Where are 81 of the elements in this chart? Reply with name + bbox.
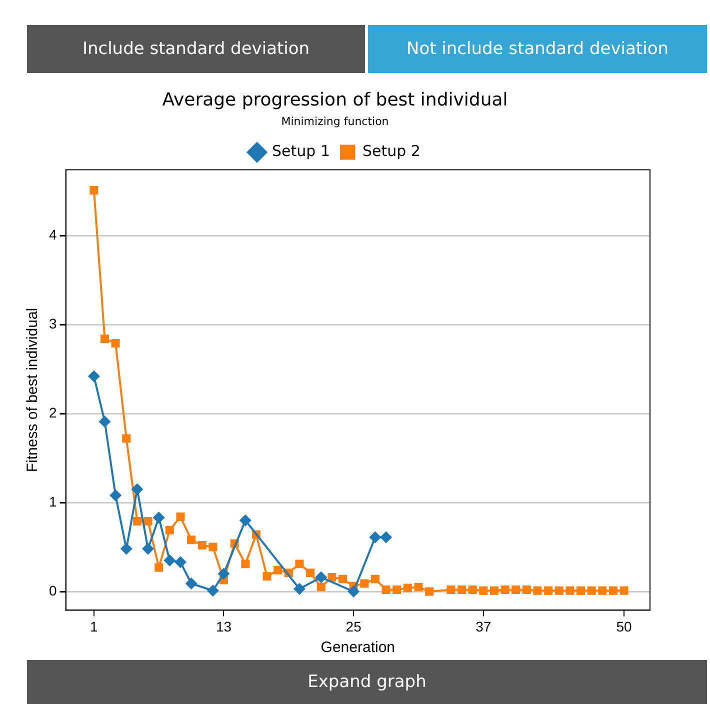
point bbox=[392, 585, 402, 594]
point bbox=[274, 566, 282, 574]
y-tick-label: 2 bbox=[48, 404, 57, 420]
point bbox=[187, 536, 196, 544]
chart-title: Average progression of best individual bbox=[162, 89, 508, 110]
point bbox=[425, 587, 434, 596]
point bbox=[111, 339, 120, 348]
point bbox=[522, 585, 531, 594]
point bbox=[468, 585, 477, 594]
point bbox=[262, 572, 272, 581]
point bbox=[98, 416, 111, 428]
point bbox=[479, 586, 488, 595]
point bbox=[414, 582, 423, 592]
point bbox=[176, 512, 185, 522]
point bbox=[100, 334, 109, 344]
point bbox=[164, 554, 176, 566]
legend-label: Setup 1 bbox=[272, 142, 330, 160]
point bbox=[88, 370, 100, 382]
point bbox=[576, 586, 586, 595]
point bbox=[206, 584, 219, 597]
point bbox=[348, 586, 360, 598]
point bbox=[328, 573, 336, 582]
y-tick-label: 3 bbox=[48, 315, 57, 332]
point bbox=[241, 560, 250, 568]
point bbox=[446, 585, 456, 594]
point bbox=[566, 586, 574, 595]
point bbox=[500, 585, 510, 594]
point bbox=[152, 512, 165, 524]
point bbox=[403, 584, 412, 592]
point bbox=[544, 586, 553, 595]
point bbox=[295, 560, 304, 568]
point bbox=[144, 516, 152, 526]
point bbox=[120, 542, 132, 555]
point bbox=[293, 582, 306, 595]
point bbox=[110, 489, 122, 502]
text: Include standard deviation bbox=[27, 25, 365, 73]
point bbox=[208, 542, 218, 552]
point bbox=[198, 541, 206, 550]
y-tick-label: 0 bbox=[48, 582, 57, 598]
x-tick-label: 13 bbox=[216, 618, 232, 634]
y-tick-label: 4 bbox=[48, 226, 57, 242]
point bbox=[458, 585, 466, 594]
point bbox=[382, 585, 390, 594]
point bbox=[306, 568, 315, 578]
point bbox=[239, 514, 252, 526]
point bbox=[132, 516, 142, 526]
x-tick-label: 1 bbox=[90, 618, 98, 634]
point bbox=[174, 556, 186, 568]
text: Not include standard deviation bbox=[368, 25, 707, 73]
point bbox=[533, 586, 542, 595]
point bbox=[369, 531, 382, 544]
point bbox=[165, 526, 174, 534]
chart-subtitle: Minimizing function bbox=[281, 115, 389, 128]
point bbox=[154, 563, 164, 572]
point bbox=[315, 571, 328, 584]
y-axis-title: Fitness of best individual bbox=[24, 308, 42, 472]
point bbox=[142, 542, 154, 555]
x-tick-label: 50 bbox=[616, 618, 632, 634]
x-axis-title: Generation bbox=[320, 639, 395, 656]
point bbox=[598, 586, 607, 595]
legend-label: Setup 2 bbox=[362, 142, 420, 160]
point bbox=[620, 586, 628, 595]
point bbox=[554, 586, 564, 595]
point bbox=[218, 568, 230, 580]
point bbox=[131, 483, 144, 496]
point bbox=[185, 578, 198, 590]
point bbox=[490, 586, 498, 595]
point bbox=[338, 574, 347, 584]
point bbox=[370, 574, 380, 584]
point bbox=[316, 582, 326, 592]
point bbox=[512, 585, 520, 594]
point bbox=[90, 186, 98, 195]
text: Expand graph bbox=[27, 660, 707, 704]
point bbox=[608, 586, 618, 595]
point bbox=[360, 579, 369, 588]
point bbox=[380, 531, 392, 544]
x-tick-label: 37 bbox=[476, 618, 492, 634]
y-tick-label: 1 bbox=[48, 493, 57, 510]
point bbox=[122, 434, 131, 443]
point bbox=[587, 586, 596, 595]
x-tick-label: 25 bbox=[346, 618, 362, 634]
